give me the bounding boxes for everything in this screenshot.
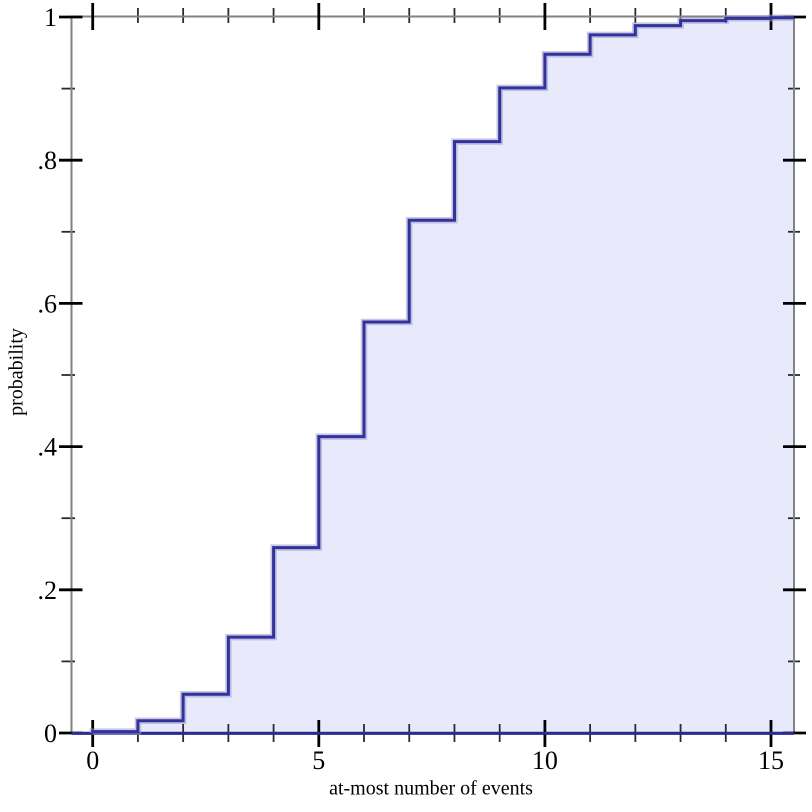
y-tick-label: .2: [38, 576, 58, 605]
y-axis-title: probability: [5, 328, 28, 416]
x-tick-label: 5: [312, 746, 325, 775]
y-tick-label: .4: [38, 433, 58, 462]
x-axis-title: at-most number of events: [329, 777, 533, 800]
y-tick-label: 0: [44, 719, 57, 748]
y-tick-label: .6: [38, 289, 58, 318]
cdf-curve: [91, 16, 794, 734]
x-tick-label: 10: [532, 746, 558, 775]
y-tick-label: 1: [44, 3, 57, 32]
cdf-fill-region: [92, 17, 794, 733]
y-tick-label: .8: [38, 146, 58, 175]
x-tick-label: 0: [86, 746, 99, 775]
x-tick-label: 15: [758, 746, 784, 775]
